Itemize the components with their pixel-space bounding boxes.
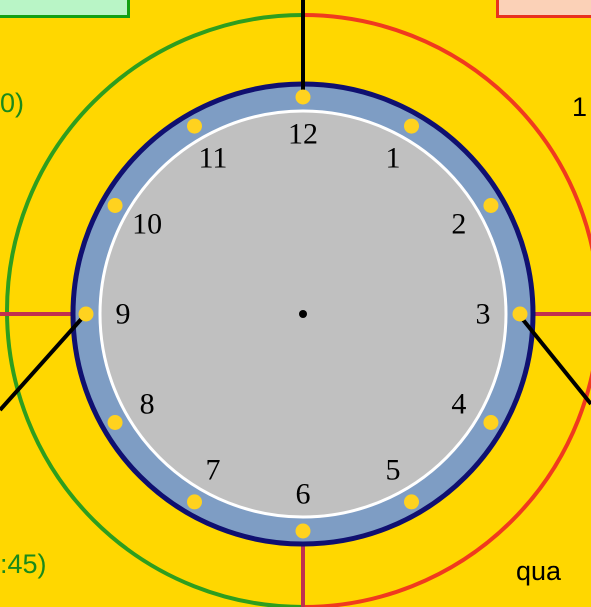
bottom-left-label-fragment: :45) bbox=[0, 549, 47, 579]
hour-numeral-3: 3 bbox=[476, 298, 491, 331]
bottom-right-label-fragment: qua bbox=[516, 556, 562, 586]
hour-numeral-8: 8 bbox=[140, 388, 155, 421]
hour-numeral-7: 7 bbox=[206, 453, 221, 486]
hour-numeral-1: 1 bbox=[386, 142, 401, 175]
hour-dot bbox=[187, 118, 202, 134]
hour-dot bbox=[107, 415, 123, 430]
clock-center-dot bbox=[299, 310, 307, 318]
hour-numeral-12: 12 bbox=[288, 118, 318, 151]
top-right-label-fragment: 1 bbox=[572, 92, 588, 122]
red-label-box bbox=[496, 0, 591, 18]
hour-numeral-6: 6 bbox=[296, 478, 311, 511]
hour-dot bbox=[483, 415, 499, 430]
hour-dot bbox=[107, 198, 123, 213]
pointer-line-left bbox=[0, 314, 86, 412]
hour-dot bbox=[404, 494, 419, 510]
green-label-box bbox=[0, 0, 130, 18]
pointer-line-right bbox=[518, 314, 591, 406]
right-half-ring bbox=[302, 13, 591, 607]
hour-dots bbox=[78, 89, 528, 539]
hour-dot bbox=[187, 494, 202, 510]
hour-dot bbox=[404, 118, 419, 134]
hour-numeral-5: 5 bbox=[386, 453, 401, 486]
hour-dot bbox=[483, 198, 499, 213]
hour-dot bbox=[78, 306, 94, 322]
hour-numeral-4: 4 bbox=[451, 388, 466, 421]
top-left-label-fragment: 0) bbox=[0, 88, 25, 118]
hour-numeral-10: 10 bbox=[132, 208, 162, 241]
hour-numeral-2: 2 bbox=[451, 208, 466, 241]
hour-dot bbox=[295, 523, 311, 539]
hour-dot bbox=[295, 89, 311, 105]
hour-dot bbox=[512, 306, 528, 322]
hour-numeral-9: 9 bbox=[116, 298, 131, 331]
hour-numeral-11: 11 bbox=[199, 142, 228, 175]
left-half-ring bbox=[5, 13, 304, 607]
